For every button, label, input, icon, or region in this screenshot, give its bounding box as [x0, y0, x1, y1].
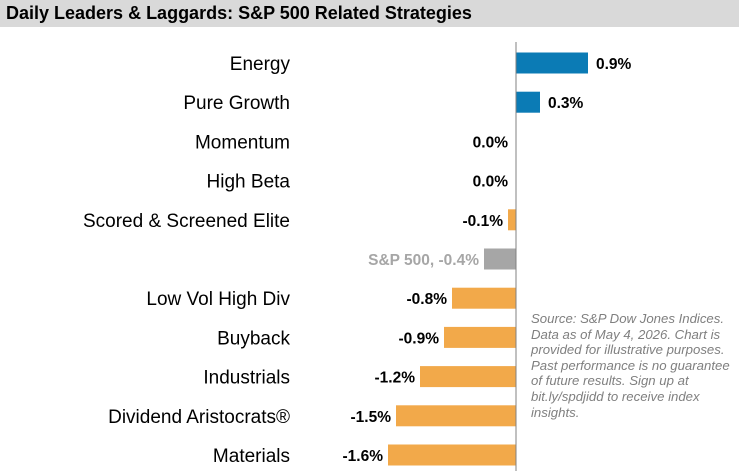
category-label: Materials — [213, 446, 290, 467]
chart-title: Daily Leaders & Laggards: S&P 500 Relate… — [6, 3, 472, 23]
bar — [452, 287, 516, 309]
benchmark-data-label: S&P 500, -0.4% — [368, 252, 479, 269]
data-label: 0.9% — [596, 56, 632, 73]
bar — [516, 52, 588, 74]
data-label: -1.6% — [343, 448, 384, 465]
bar — [508, 209, 516, 231]
data-label: 0.0% — [473, 134, 509, 151]
title-bar: Daily Leaders & Laggards: S&P 500 Relate… — [0, 0, 739, 27]
data-label: -0.9% — [399, 330, 440, 347]
category-label: High Beta — [207, 172, 291, 193]
data-label: 0.0% — [473, 174, 509, 191]
category-label: Pure Growth — [183, 93, 290, 114]
bar — [420, 366, 516, 388]
category-label: Energy — [230, 54, 291, 75]
category-label: Buyback — [217, 328, 290, 349]
bar-benchmark — [484, 248, 516, 270]
category-label: Dividend Aristocrats® — [108, 407, 290, 428]
bar — [516, 91, 540, 113]
data-label: -1.2% — [375, 370, 416, 387]
source-note: Source: S&P Dow Jones Indices. Data as o… — [531, 311, 730, 420]
category-label: Momentum — [195, 132, 290, 153]
bar — [396, 405, 516, 427]
data-label: 0.3% — [548, 95, 584, 112]
bar — [388, 444, 516, 466]
bar — [444, 326, 516, 348]
category-label: Industrials — [203, 368, 290, 389]
category-label: Scored & Screened Elite — [83, 211, 290, 232]
category-label: Low Vol High Div — [146, 289, 290, 310]
data-label: -1.5% — [351, 409, 392, 426]
data-label: -0.8% — [407, 291, 448, 308]
data-label: -0.1% — [463, 213, 504, 230]
